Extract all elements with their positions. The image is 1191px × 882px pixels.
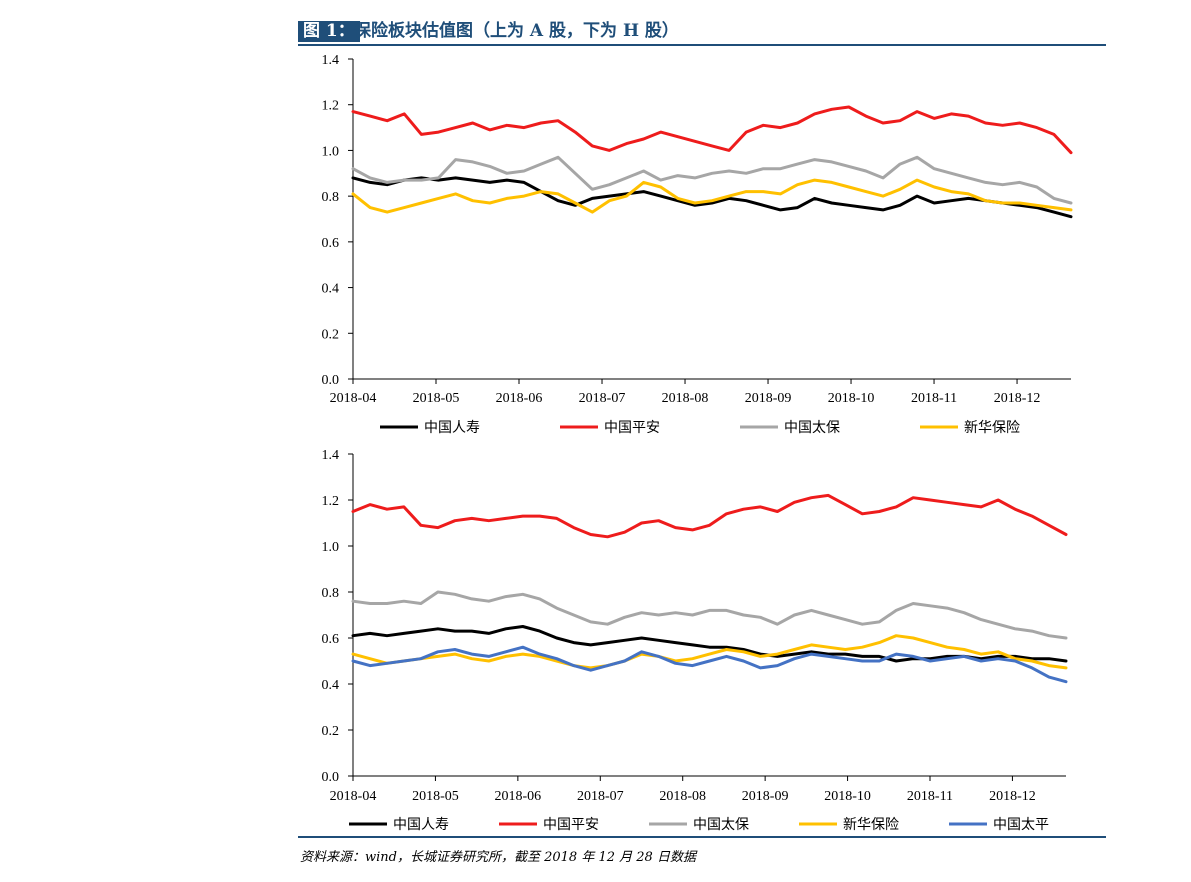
series-line bbox=[351, 645, 1068, 684]
series-line bbox=[351, 493, 1068, 539]
legend-label: 中国太保 bbox=[693, 817, 749, 833]
x-tick-label: 2018-07 bbox=[579, 391, 626, 406]
y-tick-label: 0.2 bbox=[322, 327, 340, 342]
y-tick-label: 1.0 bbox=[322, 144, 340, 159]
x-tick-label: 2018-06 bbox=[495, 789, 542, 804]
y-tick-label: 0.4 bbox=[322, 282, 340, 297]
y-tick-label: 1.2 bbox=[322, 99, 340, 114]
legend-label: 新华保险 bbox=[843, 817, 899, 833]
y-tick-label: 0.0 bbox=[322, 373, 340, 388]
x-tick-label: 2018-04 bbox=[330, 391, 377, 406]
y-tick-label: 1.4 bbox=[322, 53, 340, 68]
y-tick-label: 0.6 bbox=[322, 236, 340, 251]
y-tick-label: 0.4 bbox=[322, 678, 340, 693]
footer-divider bbox=[298, 836, 1106, 838]
series-line bbox=[351, 176, 1073, 219]
y-tick-label: 1.4 bbox=[322, 448, 340, 463]
series-line bbox=[351, 634, 1068, 670]
figure-number-badge: 图 1： bbox=[298, 21, 360, 42]
legend-label: 中国太保 bbox=[784, 420, 840, 436]
legend-label: 中国平安 bbox=[604, 420, 660, 436]
y-tick-label: 0.8 bbox=[322, 190, 340, 205]
x-tick-label: 2018-12 bbox=[994, 391, 1041, 406]
series-line bbox=[351, 178, 1073, 214]
x-tick-label: 2018-06 bbox=[496, 391, 543, 406]
y-tick-label: 0.0 bbox=[322, 770, 340, 785]
legend-label: 中国平安 bbox=[543, 817, 599, 833]
y-tick-label: 1.0 bbox=[322, 540, 340, 555]
x-tick-label: 2018-05 bbox=[413, 391, 460, 406]
x-tick-label: 2018-04 bbox=[330, 789, 377, 804]
series-line bbox=[351, 590, 1068, 640]
x-tick-label: 2018-07 bbox=[577, 789, 624, 804]
y-tick-label: 0.6 bbox=[322, 632, 340, 647]
y-tick-label: 0.8 bbox=[322, 586, 340, 601]
series-line bbox=[351, 105, 1073, 155]
x-tick-label: 2018-12 bbox=[989, 789, 1036, 804]
x-tick-label: 2018-11 bbox=[911, 391, 957, 406]
x-tick-label: 2018-11 bbox=[907, 789, 953, 804]
x-tick-label: 2018-09 bbox=[742, 789, 789, 804]
legend-label: 中国人寿 bbox=[424, 419, 480, 436]
x-tick-label: 2018-05 bbox=[412, 789, 459, 804]
figure-title: 保险板块估值图（上为 A 股，下为 H 股） bbox=[354, 21, 679, 41]
y-tick-label: 0.2 bbox=[322, 724, 340, 739]
figure-title-bar: 图 1： 保险板块估值图（上为 A 股，下为 H 股） bbox=[298, 20, 1106, 46]
legend-label: 中国太平 bbox=[993, 817, 1049, 833]
x-tick-label: 2018-10 bbox=[828, 391, 875, 406]
x-tick-label: 2018-08 bbox=[662, 391, 709, 406]
series-line bbox=[351, 625, 1068, 663]
legend-label: 新华保险 bbox=[964, 420, 1020, 436]
series-line bbox=[351, 155, 1073, 205]
legend-label: 中国人寿 bbox=[393, 816, 449, 833]
x-tick-label: 2018-09 bbox=[745, 391, 792, 406]
y-tick-label: 1.2 bbox=[322, 494, 340, 509]
data-source-note: 资料来源：wind，长城证券研究所，截至 2018 年 12 月 28 日数据 bbox=[300, 850, 696, 865]
x-tick-label: 2018-10 bbox=[824, 789, 871, 804]
x-tick-label: 2018-08 bbox=[659, 789, 706, 804]
